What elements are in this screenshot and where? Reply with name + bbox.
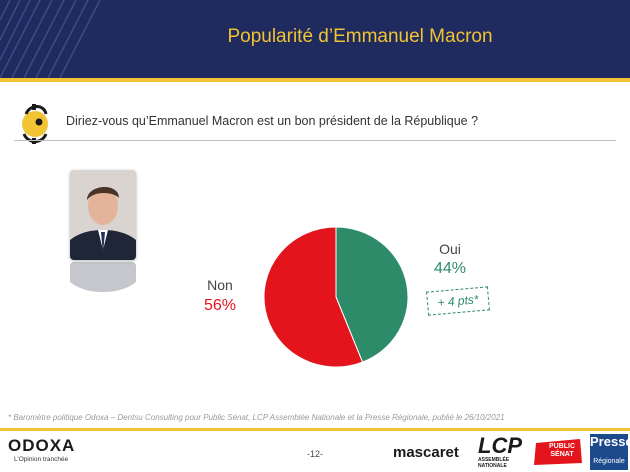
pie-slice-oui [335,226,409,363]
slice-value-oui: 44% [433,260,467,277]
page-title: Popularité d’Emmanuel Macron [227,26,493,47]
lcp-logo-text: LCP [478,433,522,458]
survey-question: Diriez-vous qu’Emmanuel Macron est un bo… [66,114,479,128]
page-number: -12- [306,449,323,459]
source-footnote: * Baromètre politique Odoxa – Dentsu Con… [8,413,505,422]
change-badge-oui: + 4 pts* [426,286,490,316]
lcp-logo-subtext: ASSEMBLÉE NATIONALE [478,457,510,469]
odoxa-logo: ODOXA L’Opinion tranchée [8,436,80,470]
portrait-reflection [70,262,136,292]
mascaret-logo: mascaret [393,444,459,461]
footer-accent-stripe [0,428,630,431]
slice-label-non: Non [207,277,233,293]
portrait-photo [70,170,136,260]
pie-slice-non [263,226,364,368]
header-pattern-decoration [0,0,101,78]
public-senat-logo: PUBLIC SÉNAT [532,437,584,467]
slice-value-non: 56% [203,297,237,314]
pie-chart [263,226,409,368]
header-banner: Popularité d’Emmanuel Macron [0,0,630,78]
public-senat-logo-text: PUBLIC SÉNAT [548,443,576,458]
lcp-logo: LCP ASSEMBLÉE NATIONALE [478,433,524,470]
presse-regionale-logo-text: Presse [590,434,630,449]
header-accent-stripe [0,78,630,82]
odoxa-question-icon [22,104,48,144]
presse-regionale-logo-subtext: Régionale [593,458,625,465]
odoxa-tagline: L’Opinion tranchée [14,456,69,463]
odoxa-logo-text: ODOXA [8,436,76,455]
question-divider [14,140,616,141]
presse-regionale-logo: Presse Régionale [590,434,630,470]
slice-label-oui: Oui [439,241,461,257]
